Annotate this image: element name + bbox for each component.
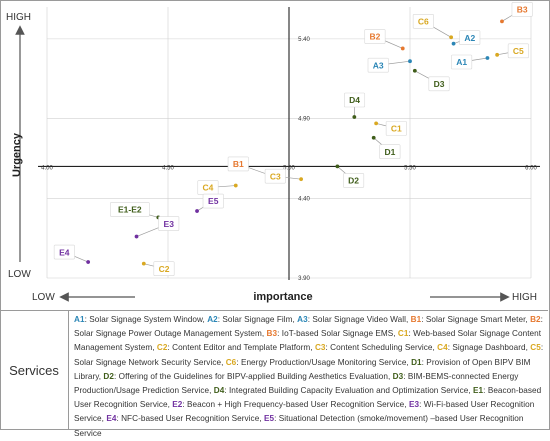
service-name: : IoT-based Solar Signage EMS, [277, 329, 398, 338]
point-label-b1: B1 [233, 159, 244, 169]
service-name: : Solar Signage System Window, [85, 315, 208, 324]
point-label-b3: B3 [517, 5, 528, 15]
service-code: E4 [106, 414, 116, 423]
point-d1 [372, 136, 376, 140]
service-name: : Offering of the Guidelines for BIPV-ap… [114, 372, 393, 381]
point-label-c1: C1 [391, 124, 402, 134]
x-tick-label-4: 6.00 [525, 165, 537, 171]
point-d3 [413, 69, 417, 73]
point-label-c5: C5 [513, 46, 524, 56]
point-c1 [374, 121, 378, 125]
service-code: E1 [473, 386, 483, 395]
point-label-c2: C2 [159, 264, 170, 274]
point-c4 [234, 184, 238, 188]
point-b3 [500, 19, 504, 23]
point-d2 [336, 165, 340, 169]
x-high-label: HIGH [512, 292, 537, 303]
point-label-d2: D2 [348, 176, 359, 186]
point-label-c3: C3 [270, 171, 281, 181]
point-label-c4: C4 [203, 183, 214, 193]
service-code: C1 [398, 329, 409, 338]
service-code: A1 [74, 315, 85, 324]
service-code: C6 [226, 358, 237, 367]
y-tick-label-3: 5.40 [298, 37, 310, 43]
service-code: C4 [437, 343, 448, 352]
point-c5 [495, 53, 499, 57]
y-tick-label-2: 4.90 [298, 117, 310, 123]
x-axis-title: importance [253, 291, 312, 303]
services-list: A1: Solar Signage System Window, A2: Sol… [74, 313, 544, 441]
point-label-a3: A3 [373, 60, 384, 70]
point-a1 [486, 56, 490, 60]
y-low-label: LOW [8, 269, 31, 280]
point-label-d3: D3 [434, 79, 445, 89]
point-label-d4: D4 [349, 95, 360, 105]
y-axis-title: Urgency [11, 132, 23, 177]
point-e5 [195, 209, 199, 213]
x-tick-label-1: 4.50 [162, 165, 174, 171]
services-legend: Services A1: Solar Signage System Window… [0, 310, 548, 429]
service-code: C3 [315, 343, 326, 352]
point-label-b2: B2 [370, 32, 381, 42]
y-tick-label-0: 3.90 [298, 276, 310, 282]
service-name: : Energy Production/Usage Monitoring Ser… [236, 358, 411, 367]
point-e4 [86, 260, 90, 264]
service-name: : Beacon + High Frequency-based User Rec… [182, 400, 409, 409]
point-label-a1: A1 [456, 57, 467, 67]
point-label-e3: E3 [164, 219, 175, 229]
data-points: A1 A2 A3 B1 B2 B3 C1 C2 C3 C4 C5 C6 D1 D2 D3 D4 E1-E2 E3 E… [54, 2, 532, 275]
y-tick-label-1: 4.40 [298, 196, 310, 202]
service-code: B3 [267, 329, 278, 338]
service-name: : Solar Signage Video Wall, [308, 315, 411, 324]
service-name: : Solar Signage Smart Meter, [421, 315, 530, 324]
service-code: C2 [157, 343, 168, 352]
point-c3 [299, 177, 303, 181]
point-label-e1-e2: E1-E2 [118, 205, 142, 215]
y-high-label: HIGH [6, 12, 31, 23]
service-code: D2 [103, 372, 114, 381]
axes [20, 7, 540, 297]
point-d4 [352, 115, 356, 119]
service-code: B1 [411, 315, 422, 324]
point-label-e5: E5 [208, 196, 219, 206]
service-name: : Content Scheduling Service, [326, 343, 438, 352]
service-code: D1 [411, 358, 422, 367]
point-label-c6: C6 [418, 16, 429, 26]
service-code: D4 [214, 386, 225, 395]
service-code: E5 [264, 414, 274, 423]
service-code: C5 [530, 343, 541, 352]
service-code: B2 [530, 315, 541, 324]
point-e3 [135, 235, 139, 239]
point-a3 [408, 59, 412, 63]
point-a2 [452, 42, 456, 46]
point-b2 [401, 47, 405, 51]
service-name: : Solar Signage Film, [218, 315, 297, 324]
service-name: : NFC-based User Recognition Service, [116, 414, 264, 423]
x-tick-label-3: 5.50 [404, 165, 416, 171]
service-name: : Signage Dashboard, [448, 343, 531, 352]
service-name: : Content Editor and Template Platform, [167, 343, 314, 352]
point-label-e4: E4 [59, 247, 70, 257]
point-c6 [449, 35, 453, 39]
point-label-d1: D1 [384, 147, 395, 157]
services-title: Services [0, 311, 69, 429]
service-name: : Integrated Building Capacity Evaluatio… [224, 386, 473, 395]
x-low-label: LOW [32, 292, 55, 303]
service-code: E2 [172, 400, 182, 409]
service-code: D3 [393, 372, 404, 381]
point-label-a2: A2 [464, 33, 475, 43]
service-code: A3 [297, 315, 308, 324]
service-code: E3 [409, 400, 419, 409]
service-code: A2 [207, 315, 218, 324]
point-c2 [142, 262, 146, 266]
x-tick-label-0: 4.00 [41, 165, 53, 171]
